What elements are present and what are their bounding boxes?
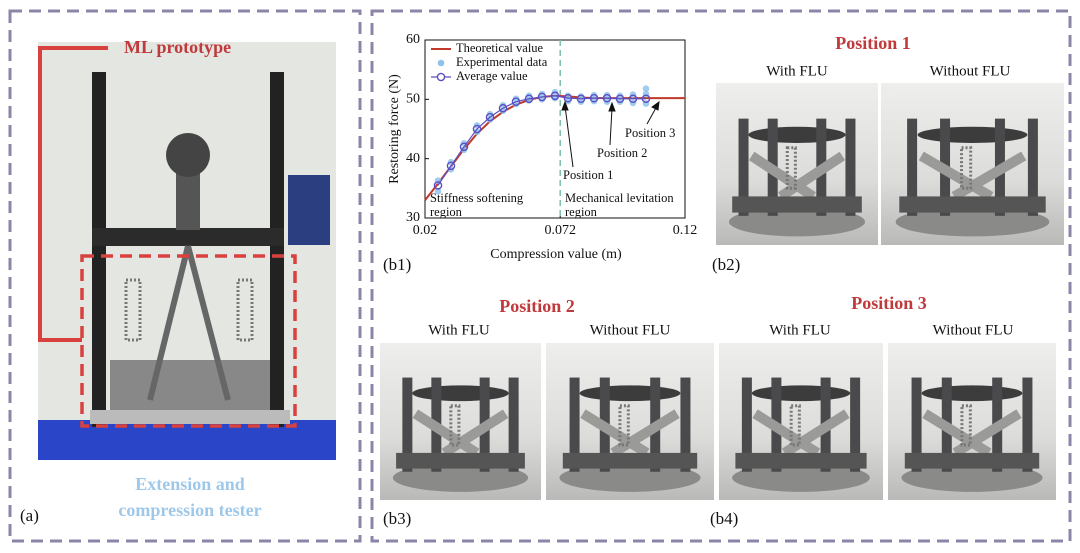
x-tick-label: 0.072: [544, 223, 576, 238]
average-point: [576, 94, 586, 104]
callout-line: [38, 46, 108, 342]
average-point: [563, 93, 573, 103]
photo-prototype: [719, 343, 883, 500]
average-point: [602, 93, 612, 103]
panel-label: (b1): [383, 255, 411, 274]
x-tick-label: 0.02: [413, 223, 438, 238]
panel-frame: [8, 9, 362, 543]
panel-title: ML prototype: [124, 37, 231, 57]
annotation: Stiffness softening: [430, 191, 524, 205]
panel-frame: [370, 9, 1072, 543]
x-axis-label: Compression value (m): [490, 247, 622, 262]
caption: compression tester: [118, 500, 261, 520]
photo-prototype: [546, 343, 714, 500]
y-tick-label: 40: [406, 151, 420, 166]
average-point: [459, 142, 469, 152]
legend-label: Average value: [456, 69, 528, 83]
chart: 30 40 50 60 0.02 0.072 0.12 Theoretical valueEx…: [406, 32, 697, 238]
photo-prototype: [380, 343, 541, 500]
highlight-box: [80, 254, 297, 428]
x-tick-label: 0.12: [673, 223, 698, 238]
arrows: [561, 100, 660, 168]
average-line: [437, 95, 646, 186]
caption: Extension and: [135, 474, 245, 494]
panel-label: (b2): [712, 255, 740, 274]
average-point: [615, 94, 625, 104]
average-point: [511, 97, 521, 107]
photo-prototype: [881, 83, 1064, 245]
y-tick-label: 30: [406, 210, 420, 225]
panel-label: (a): [20, 506, 39, 525]
average-point: [498, 103, 508, 113]
data-point: [577, 93, 585, 100]
data-point: [642, 85, 650, 92]
y-axis-label: Restoring force (N): [387, 74, 402, 184]
average-point: [537, 92, 547, 102]
average-point: [524, 94, 534, 104]
y-tick-label: 60: [406, 32, 420, 47]
panel-label: (b4): [710, 509, 738, 528]
legend-label: Theoretical value: [456, 41, 544, 55]
photo-tester: [38, 42, 336, 460]
average-point: [433, 181, 443, 190]
average-point: [472, 124, 482, 134]
photo-label: With FLU: [428, 322, 490, 338]
panel-label: (b3): [383, 509, 411, 528]
average-point: [641, 94, 651, 104]
legend-swatch: [436, 72, 446, 82]
annotation: Mechanical levitation: [565, 191, 674, 205]
annotation: Position 3: [625, 126, 675, 140]
panel-title: Position 2: [499, 296, 575, 316]
average-point: [628, 94, 638, 104]
photo-prototype: [888, 343, 1056, 500]
photo-label: Without FLU: [933, 322, 1014, 338]
photo-label: Without FLU: [590, 322, 671, 338]
average-point: [485, 112, 495, 122]
y-tick-label: 50: [406, 92, 420, 107]
legend-swatch: [437, 59, 445, 67]
average-point: [446, 161, 456, 171]
plot-frame: [424, 39, 686, 219]
photo-prototype: [716, 83, 878, 245]
annotation: region: [430, 205, 463, 219]
photo-label: With FLU: [769, 322, 831, 338]
photo-label: Without FLU: [930, 63, 1011, 79]
average-point: [589, 93, 599, 103]
photo-label: With FLU: [766, 63, 828, 79]
average-point: [550, 91, 560, 101]
annotation: Position 2: [597, 146, 647, 160]
panel-title: Position 1: [835, 33, 911, 53]
panel-title: Position 3: [851, 293, 927, 313]
data-point: [434, 188, 442, 195]
annotation: Position 1: [563, 168, 613, 182]
annotation: region: [565, 205, 598, 219]
legend-label: Experimental data: [456, 55, 548, 69]
